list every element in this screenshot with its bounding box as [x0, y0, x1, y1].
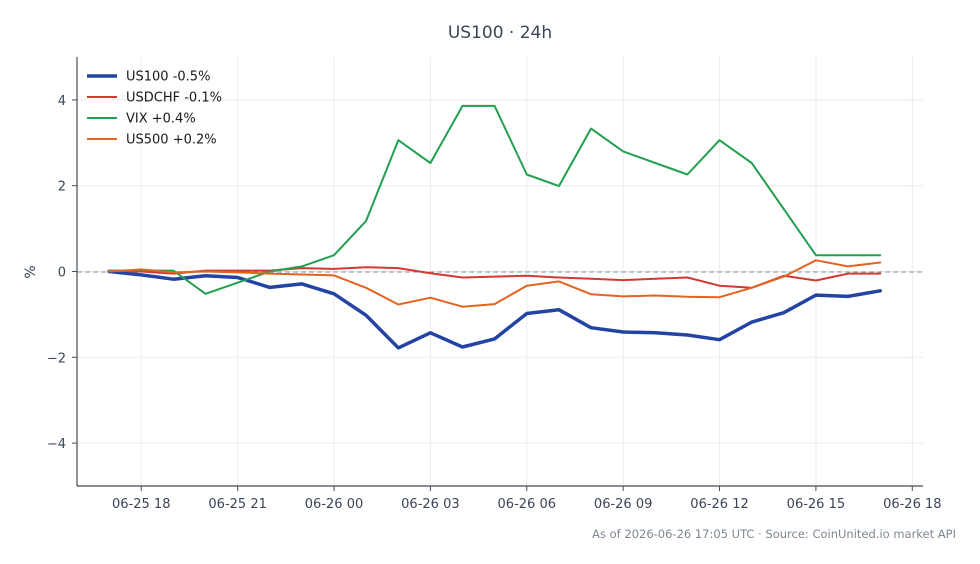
- y-tick-label: 4: [58, 94, 66, 109]
- x-tick-label: 06-26 06: [498, 497, 556, 512]
- x-tick-label: 06-26 12: [690, 497, 748, 512]
- legend-label: US500 +0.2%: [126, 133, 217, 148]
- y-tick-label: 0: [58, 266, 66, 281]
- series-line-3: [108, 104, 882, 295]
- x-tick-label: 06-26 18: [883, 497, 941, 512]
- y-tick-label: −2: [47, 351, 66, 366]
- series-lines: [107, 104, 882, 350]
- series-line-1: [107, 269, 882, 350]
- x-tick-label: 06-26 15: [787, 497, 845, 512]
- x-tick-label: 06-26 00: [305, 497, 363, 512]
- y-tick-label: −4: [47, 437, 66, 452]
- x-tick-label: 06-26 03: [401, 497, 459, 512]
- x-tick-labels: 06-25 18 06-25 21 06-26 00 06-26 03 06-26 06…: [112, 486, 942, 512]
- footer-source-note: As of 2026-06-26 17:05 UTC · Source: Coi…: [592, 527, 956, 541]
- legend-label: US100 -0.5%: [126, 70, 210, 85]
- x-tick-label: 06-25 21: [208, 497, 266, 512]
- x-tick-label: 06-25 18: [112, 497, 170, 512]
- legend-label: VIX +0.4%: [126, 112, 196, 127]
- x-tick-label: 06-26 09: [594, 497, 652, 512]
- y-tick-label: 2: [58, 180, 66, 195]
- chart-title: US100 · 24h: [448, 23, 552, 43]
- legend-label: USDCHF -0.1%: [126, 91, 222, 106]
- legend: US100 -0.5% USDCHF -0.1% VIX +0.4% US500 +0…: [87, 70, 222, 148]
- y-axis-label: %: [23, 265, 39, 278]
- y-tick-labels: 4 2 0 −2 −4: [47, 94, 77, 452]
- series-line-4: [108, 259, 882, 308]
